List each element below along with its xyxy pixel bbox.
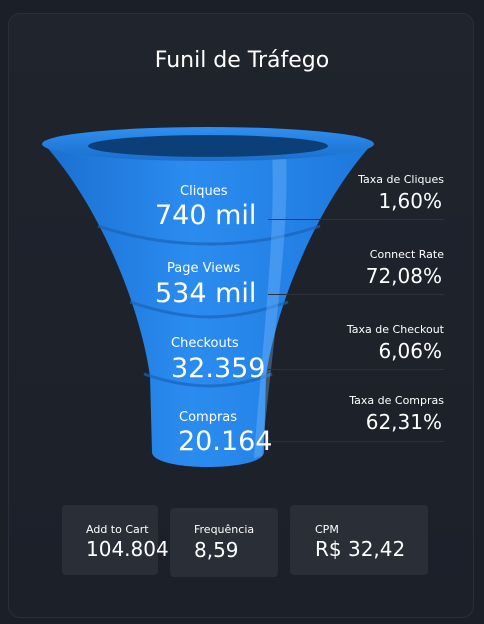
stage-value-page-views: 534 mil <box>155 278 257 309</box>
rate-value-checkout: 6,06% <box>378 339 442 363</box>
funnel-band-3 <box>143 372 273 388</box>
rate-label-checkout: Taxa de Checkout <box>346 323 444 336</box>
funnel-body <box>44 144 372 467</box>
kpi-card-cpm: CPM R$ 32,42 <box>290 505 428 575</box>
stage-label-checkouts: Checkouts <box>171 336 239 351</box>
stage-value-compras: 20.164 <box>178 426 273 457</box>
rate-value-cliques: 1,60% <box>378 189 442 213</box>
stage-label-cliques: Cliques <box>180 184 228 199</box>
kpi-card-add-to-cart: Add to Cart 104.804 <box>62 505 169 575</box>
card-title: Funil de Tráfego <box>154 48 330 73</box>
rate-divider <box>268 369 444 370</box>
funnel-graphic <box>42 127 374 467</box>
funnel-highlight <box>254 152 287 458</box>
rate-divider <box>268 219 444 220</box>
stage-label-compras: Compras <box>179 410 238 425</box>
stage-value-cliques: 740 mil <box>155 200 257 231</box>
kpi-card-frequencia: Frequência 8,59 <box>170 508 278 577</box>
kpi-label: Frequência <box>194 523 255 536</box>
kpi-value: 104.804 <box>86 537 169 561</box>
funnel-band-2 <box>129 300 289 319</box>
stage-label-page-views: Page Views <box>167 261 241 276</box>
rate-divider <box>268 441 444 442</box>
rate-label-compras: Taxa de Compras <box>349 394 444 407</box>
kpi-value: R$ 32,42 <box>315 537 406 561</box>
rate-label-connect: Connect Rate <box>369 248 444 261</box>
rate-label-cliques: Taxa de Cliques <box>358 173 444 186</box>
kpi-label: CPM <box>315 523 339 536</box>
rate-divider <box>268 294 444 295</box>
funnel-opening <box>88 135 328 157</box>
funnel-band-1 <box>97 224 321 246</box>
kpi-label: Add to Cart <box>86 523 149 536</box>
kpi-value: 8,59 <box>194 538 239 562</box>
rate-value-connect: 72,08% <box>365 264 442 288</box>
rate-value-compras: 62,31% <box>365 410 442 434</box>
stage-value-checkouts: 32.359 <box>171 353 266 384</box>
